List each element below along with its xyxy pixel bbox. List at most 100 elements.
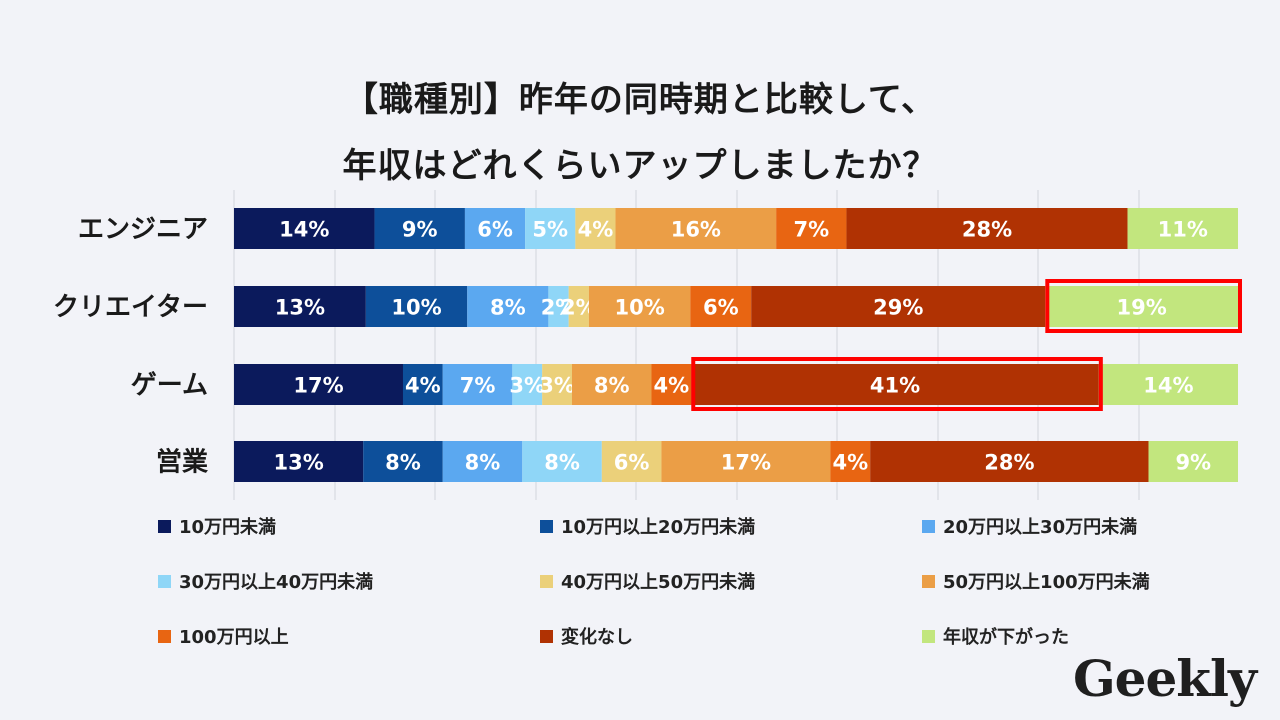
category-label: エンジニア xyxy=(78,215,208,245)
bar-segment xyxy=(568,286,589,327)
data-label: 28% xyxy=(984,451,1034,475)
data-label: 8% xyxy=(594,374,630,398)
chart-title-line2: 年収はどれくらいアップしましたか？ xyxy=(342,146,938,186)
highlight-box xyxy=(1045,279,1242,333)
data-label: 7% xyxy=(793,218,829,242)
legend-label: 30万円以上40万円未満 xyxy=(179,572,374,593)
data-label: 14% xyxy=(279,218,329,242)
bar-segment xyxy=(363,441,443,482)
data-label: 3% xyxy=(509,374,545,398)
data-label: 29% xyxy=(873,296,923,320)
legend-label: 変化なし xyxy=(561,627,633,648)
data-label: 19% xyxy=(1117,296,1167,320)
bar-segment xyxy=(512,364,543,405)
bar-segment xyxy=(588,286,691,327)
data-label: 7% xyxy=(460,374,496,398)
bar-segment xyxy=(234,208,375,249)
bar-segment xyxy=(690,286,752,327)
bar-segment xyxy=(525,208,576,249)
data-label: 8% xyxy=(544,451,580,475)
data-label: 6% xyxy=(703,296,739,320)
data-label: 17% xyxy=(721,451,771,475)
bar-segment xyxy=(467,286,549,327)
data-label: 13% xyxy=(273,451,323,475)
data-label: 6% xyxy=(614,451,650,475)
category-label: ゲーム xyxy=(131,371,208,401)
bar-segment xyxy=(575,208,616,249)
legend-swatch xyxy=(158,519,171,533)
bar-segment xyxy=(751,286,1046,327)
bar-segment xyxy=(1045,286,1238,327)
legend-swatch xyxy=(540,519,553,533)
bar-segment xyxy=(522,441,602,482)
legend-item: 10万円以上20万円未満 xyxy=(540,513,755,539)
legend-swatch xyxy=(158,574,171,588)
legend-item: 50万円以上100万円未満 xyxy=(922,568,1150,594)
bar-segment xyxy=(234,364,403,405)
bar-segment xyxy=(1127,208,1238,249)
data-label: 5% xyxy=(532,218,568,242)
legend-label: 20万円以上30万円未満 xyxy=(943,517,1138,538)
legend-label: 年収が下がった xyxy=(943,627,1069,648)
legend-item: 30万円以上40万円未満 xyxy=(158,568,373,594)
legend-swatch xyxy=(922,574,935,588)
data-label: 9% xyxy=(402,218,438,242)
bar-segment xyxy=(365,286,468,327)
bar-segment xyxy=(374,208,465,249)
legend-item: 年収が下がった xyxy=(922,623,1069,649)
legend-item: 10万円未満 xyxy=(158,513,276,539)
legend-label: 10万円未満 xyxy=(179,517,277,538)
legend-swatch xyxy=(540,574,553,588)
data-label: 28% xyxy=(962,218,1012,242)
bar-segment xyxy=(846,208,1128,249)
data-label: 41% xyxy=(870,374,920,398)
data-label: 14% xyxy=(1143,374,1193,398)
bar-segment xyxy=(234,286,366,327)
bar-segment xyxy=(870,441,1149,482)
legend-label: 10万円以上20万円未満 xyxy=(561,517,756,538)
bar-segment xyxy=(651,364,692,405)
data-label: 10% xyxy=(615,296,665,320)
legend-item: 100万円以上 xyxy=(158,623,289,649)
data-label: 10% xyxy=(391,296,441,320)
legend-swatch xyxy=(922,519,935,533)
bar-segment xyxy=(442,441,523,482)
data-label: 8% xyxy=(465,451,501,475)
data-label: 8% xyxy=(490,296,526,320)
bar-segment xyxy=(691,364,1099,405)
data-label: 4% xyxy=(654,374,690,398)
data-label: 8% xyxy=(385,451,421,475)
data-label: 11% xyxy=(1158,218,1208,242)
bar-segment xyxy=(615,208,777,249)
legend-label: 40万円以上50万円未満 xyxy=(561,572,756,593)
data-label: 4% xyxy=(832,451,868,475)
bar-segment xyxy=(442,364,513,405)
data-label: 6% xyxy=(477,218,513,242)
legend-item: 40万円以上50万円未満 xyxy=(540,568,755,594)
data-label: 16% xyxy=(671,218,721,242)
data-label: 13% xyxy=(275,296,325,320)
legend-label: 50万円以上100万円未満 xyxy=(943,572,1150,593)
chart-title-line1: 【職種別】昨年の同時期と比較して、 xyxy=(343,80,937,120)
highlight-box xyxy=(691,357,1103,411)
bar-segment xyxy=(776,208,847,249)
geekly-logo: Geekly xyxy=(1072,649,1257,708)
bar-segment xyxy=(830,441,871,482)
legend-swatch xyxy=(158,629,171,643)
bar-segment xyxy=(542,364,572,405)
data-label: 4% xyxy=(405,374,441,398)
bar-segment xyxy=(1098,364,1238,405)
bar-segment xyxy=(601,441,662,482)
bar-segment xyxy=(402,364,443,405)
bar-segment xyxy=(661,441,831,482)
legend-item: 変化なし xyxy=(540,623,633,649)
bar-segment xyxy=(234,441,364,482)
legend-label: 100万円以上 xyxy=(179,627,289,648)
data-label: 17% xyxy=(293,374,343,398)
bar-segment xyxy=(571,364,652,405)
data-label: 9% xyxy=(1175,451,1211,475)
data-label: 4% xyxy=(578,218,614,242)
bar-segment xyxy=(1148,441,1238,482)
legend-item: 20万円以上30万円未満 xyxy=(922,513,1137,539)
